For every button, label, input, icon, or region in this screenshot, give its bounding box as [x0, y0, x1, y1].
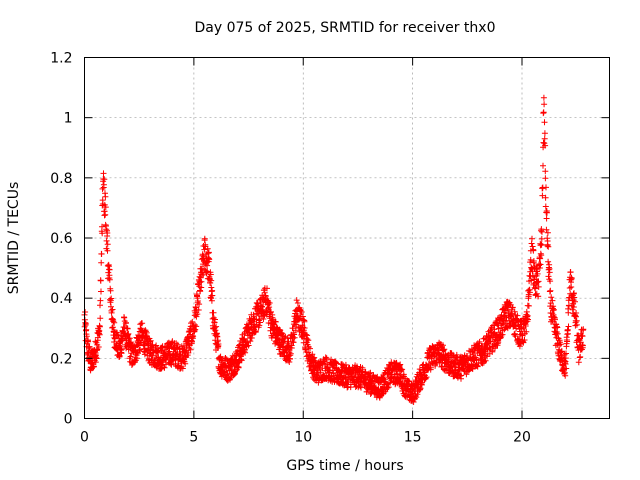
- grid-lines: [84, 57, 610, 419]
- x-tick-label: 5: [189, 430, 198, 446]
- y-tick-label: 1.2: [50, 51, 72, 67]
- y-tick-label: 0.6: [50, 231, 72, 247]
- y-axis-label: SRMTID / TECUs: [6, 182, 22, 295]
- x-tick-label: 10: [294, 430, 312, 446]
- x-tick-label: 0: [80, 430, 89, 446]
- chart-title: Day 075 of 2025, SRMTID for receiver thx…: [195, 20, 496, 36]
- axis-ticks: 0 0.2 0.4 0.6 0.8 1 1.2 0 5 10 15 20: [50, 51, 610, 446]
- x-tick-label: 15: [404, 430, 422, 446]
- y-tick-label: 0.4: [50, 291, 72, 307]
- y-tick-label: 1: [64, 111, 73, 127]
- x-tick-label: 20: [513, 430, 531, 446]
- y-tick-label: 0.2: [50, 351, 72, 367]
- y-tick-label: 0.8: [50, 171, 72, 187]
- y-tick-label: 0: [64, 412, 73, 428]
- x-axis-label: GPS time / hours: [286, 458, 403, 474]
